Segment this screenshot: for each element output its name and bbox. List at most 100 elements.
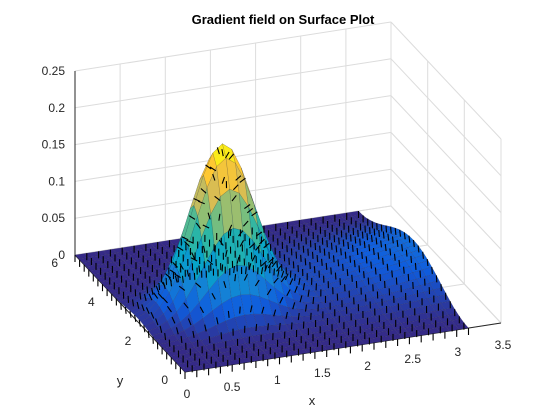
gradient-arrow xyxy=(214,195,221,202)
gradient-arrow xyxy=(171,316,176,324)
gradient-arrow xyxy=(143,293,147,302)
gradient-arrow xyxy=(294,273,296,281)
gradient-arrow xyxy=(151,287,154,296)
gradient-arrow xyxy=(321,258,323,266)
gradient-arrow xyxy=(340,248,342,256)
gradient-arrow xyxy=(276,265,282,272)
gradient-arrow xyxy=(236,256,240,264)
z-tick-label: 0.1 xyxy=(48,174,65,188)
gradient-arrow xyxy=(229,228,232,236)
gradient-arrow xyxy=(207,259,214,265)
gradient-arrow xyxy=(183,302,189,309)
gradient-arrow xyxy=(157,292,164,299)
gradient-arrow xyxy=(153,292,159,299)
gradient-arrow xyxy=(186,269,190,277)
gradient-arrow xyxy=(292,302,296,310)
gradient-arrow xyxy=(408,235,411,243)
gradient-arrow xyxy=(370,235,373,243)
gradient-arrow xyxy=(294,286,298,293)
gradient-arrow xyxy=(377,252,380,260)
gradient-arrow xyxy=(271,260,277,268)
gradient-arrow xyxy=(361,251,363,259)
gradient-arrow xyxy=(385,225,388,233)
grid-line xyxy=(390,95,502,213)
gradient-arrow xyxy=(209,166,217,172)
gradient-arrow xyxy=(299,295,303,303)
gradient-arrow xyxy=(202,245,206,253)
grid-line xyxy=(390,132,502,250)
gradient-arrow xyxy=(358,265,361,273)
gradient-arrow xyxy=(353,260,356,268)
gradient-arrow xyxy=(158,282,161,291)
gradient-arrow xyxy=(129,310,132,318)
gradient-arrow xyxy=(261,306,265,314)
gradient-arrow xyxy=(190,257,198,262)
gradient-arrow xyxy=(251,211,258,217)
gradient-arrow xyxy=(143,325,146,333)
gradient-arrow xyxy=(216,147,220,155)
gradient-arrow xyxy=(233,265,235,273)
gradient-arrow xyxy=(399,229,402,237)
gradient-arrow xyxy=(363,271,365,279)
grid-line xyxy=(74,21,392,72)
x-tick-label: 2.5 xyxy=(404,352,421,366)
gradient-arrow xyxy=(367,277,370,285)
z-tick-label: 0.15 xyxy=(42,138,66,152)
y-tick-label: 4 xyxy=(88,295,95,309)
gradient-arrow xyxy=(378,229,380,238)
gradient-arrow xyxy=(187,318,192,326)
gradient-arrow xyxy=(380,240,383,248)
gradient-arrow xyxy=(277,269,280,277)
gradient-arrow xyxy=(403,232,406,240)
gradient-arrow xyxy=(207,212,211,220)
gradient-arrow xyxy=(398,259,401,267)
gradient-arrow xyxy=(323,248,326,256)
gradient-arrow xyxy=(285,311,288,319)
gradient-arrow xyxy=(337,259,340,267)
gradient-arrow xyxy=(286,289,291,296)
gradient-arrow xyxy=(273,268,275,276)
gradient-arrow xyxy=(375,237,378,245)
gradient-arrow xyxy=(200,188,207,194)
gradient-arrow xyxy=(221,264,224,272)
z-tick-label: 0.05 xyxy=(42,211,66,225)
gradient-arrow xyxy=(172,262,178,268)
y-tick-label: 2 xyxy=(125,334,132,348)
gradient-arrow xyxy=(290,322,293,330)
gradient-arrow xyxy=(346,269,349,277)
gradient-arrow xyxy=(179,263,184,270)
gradient-arrow xyxy=(289,278,294,286)
surface-patch xyxy=(455,323,469,330)
gradient-arrow xyxy=(342,263,344,271)
gradient-arrow xyxy=(351,274,353,282)
gradient-arrow xyxy=(403,266,405,274)
gradient-arrow xyxy=(208,336,211,344)
y-axis-label: y xyxy=(117,373,124,388)
gradient-arrow xyxy=(162,297,168,304)
grid-line xyxy=(74,58,392,109)
gradient-arrow xyxy=(212,173,216,181)
gradient-arrow xyxy=(138,319,141,327)
gradient-arrow xyxy=(347,241,350,250)
gradient-arrow xyxy=(221,149,224,157)
z-tick-label: 0 xyxy=(58,248,65,262)
gradient-arrow xyxy=(313,266,316,274)
gradient-arrow xyxy=(334,272,337,280)
gradient-arrow xyxy=(249,305,253,313)
gradient-arrow xyxy=(273,309,277,317)
gradient-arrow xyxy=(417,245,420,253)
x-axis-label: x xyxy=(309,393,316,408)
gradient-arrow xyxy=(148,293,153,301)
gradient-arrow xyxy=(393,253,396,261)
gradient-arrow xyxy=(267,323,269,331)
gradient-arrow xyxy=(264,264,268,272)
gradient-arrow xyxy=(279,296,284,304)
gradient-arrow xyxy=(304,258,307,266)
gradient-arrow xyxy=(162,282,166,290)
gradient-arrow xyxy=(235,175,242,181)
gradient-arrow xyxy=(181,275,184,283)
gradient-arrow xyxy=(307,289,310,297)
gradient-arrow xyxy=(332,255,335,263)
gradient-arrow xyxy=(405,249,408,257)
